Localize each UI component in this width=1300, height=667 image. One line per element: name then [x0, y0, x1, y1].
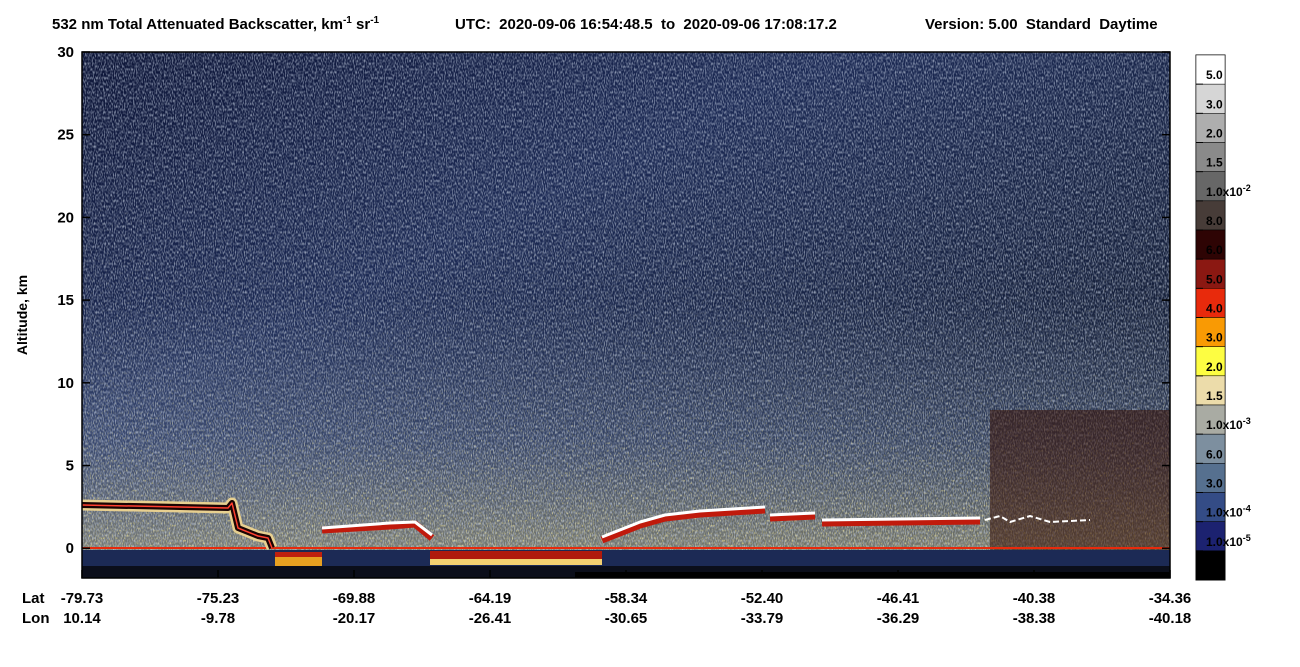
colorbar-label-base: 8.0 — [1206, 214, 1223, 228]
colorbar-swatch — [1195, 317, 1226, 347]
colorbar-label-sup: -2 — [1243, 183, 1251, 193]
colorbar-label-base: 1.0x10 — [1206, 506, 1243, 520]
lat-label: -46.41 — [877, 590, 920, 607]
lat-label: -52.40 — [741, 590, 784, 607]
subtitle: UTC: 2020-09-06 16:54:48.5 to 2020-09-06… — [455, 16, 837, 33]
chart-title: 532 nm Total Attenuated Backscatter, km-… — [52, 15, 380, 33]
colorbar-label-base: 2.0 — [1206, 127, 1223, 141]
lon-label: -9.78 — [201, 610, 235, 627]
colorbar-swatch — [1195, 375, 1226, 406]
colorbar-label: 2.0 — [1206, 360, 1223, 374]
colorbar-label: 8.0 — [1206, 214, 1223, 228]
colorbar-label: 1.5 — [1206, 156, 1223, 170]
colorbar-label: 6.0 — [1206, 447, 1223, 461]
colorbar-swatch — [1195, 492, 1226, 522]
colorbar-label-base: 1.0x10 — [1206, 418, 1243, 432]
colorbar-label-base: 1.5 — [1206, 389, 1223, 403]
lon-label: -20.17 — [333, 610, 376, 627]
y-tick-label: 25 — [57, 127, 74, 144]
colorbar-label-base: 1.0x10 — [1206, 185, 1243, 199]
colorbar-label: 3.0 — [1206, 97, 1223, 111]
colorbar-swatch — [1195, 258, 1226, 289]
curtain — [81, 52, 1170, 578]
lon-label: -36.29 — [877, 610, 920, 627]
colorbar-label-sup: -4 — [1243, 504, 1251, 514]
lon-label: 10.14 — [63, 610, 101, 627]
colorbar-label-base: 3.0 — [1206, 97, 1223, 111]
lon-label: -30.65 — [605, 610, 648, 627]
y-tick-label: 15 — [57, 292, 74, 309]
lat-label: -64.19 — [469, 590, 512, 607]
title-sup: -1 — [370, 15, 379, 26]
colorbar-label-base: 6.0 — [1206, 243, 1223, 257]
colorbar-label: 1.0x10-3 — [1206, 416, 1251, 432]
lon-label: -40.18 — [1149, 610, 1192, 627]
colorbar-label: 5.0 — [1206, 272, 1223, 286]
y-tick-label: 30 — [57, 44, 74, 61]
colorbar-label: 3.0 — [1206, 331, 1223, 345]
colorbar-label: 2.0 — [1206, 127, 1223, 141]
lat-label: -79.73 — [61, 590, 104, 607]
lat-label: -34.36 — [1149, 590, 1192, 607]
lon-label: -38.38 — [1013, 610, 1056, 627]
x-row-label: Lon — [22, 610, 50, 627]
colorbar-label-base: 2.0 — [1206, 360, 1223, 374]
colorbar-swatch — [1195, 54, 1226, 85]
colorbar-label-base: 5.0 — [1206, 68, 1223, 82]
colorbar-label-base: 3.0 — [1206, 331, 1223, 345]
colorbar-swatch — [1195, 521, 1226, 552]
colorbar-swatch — [1195, 288, 1226, 318]
colorbar-label-base: 5.0 — [1206, 272, 1223, 286]
colorbar-label: 1.5 — [1206, 389, 1223, 403]
colorbar-swatch — [1195, 171, 1226, 202]
colorbar-label-sup: -3 — [1243, 416, 1251, 426]
colorbar-swatch — [1195, 229, 1226, 260]
y-tick-label: 5 — [66, 458, 74, 475]
title-text: 532 nm Total Attenuated Backscatter, km — [52, 16, 343, 33]
colorbar-label-base: 1.5 — [1206, 156, 1223, 170]
colorbar-swatch — [1195, 200, 1226, 231]
x-row-label: Lat — [22, 590, 45, 607]
colorbar-label: 1.0x10-2 — [1206, 183, 1251, 199]
lon-label: -33.79 — [741, 610, 784, 627]
colorbar-label-sup: -5 — [1243, 533, 1251, 543]
colorbar-label-base: 6.0 — [1206, 447, 1223, 461]
lat-label: -58.34 — [605, 590, 648, 607]
lon-label: -26.41 — [469, 610, 512, 627]
colorbar-label-base: 1.0x10 — [1206, 535, 1243, 549]
colorbar-swatch — [1195, 433, 1226, 464]
colorbar-label: 4.0 — [1206, 302, 1223, 316]
y-tick-label: 10 — [57, 375, 74, 392]
title-sup: -1 — [343, 15, 352, 26]
y-tick-label: 20 — [57, 209, 74, 226]
colorbar-swatch — [1195, 550, 1226, 581]
colorbar-label: 5.0 — [1206, 68, 1223, 82]
version: Version: 5.00 Standard Daytime — [925, 16, 1158, 33]
colorbar-label-base: 4.0 — [1206, 302, 1223, 316]
y-axis-label: Altitude, km — [14, 275, 30, 355]
colorbar-label: 3.0 — [1206, 477, 1223, 491]
colorbar-swatch — [1195, 346, 1226, 377]
colorbar-swatch — [1195, 83, 1226, 114]
colorbar-label: 1.0x10-5 — [1206, 533, 1251, 549]
colorbar-swatch — [1195, 113, 1226, 143]
colorbar-label: 1.0x10-4 — [1206, 504, 1251, 520]
colorbar-label-base: 3.0 — [1206, 477, 1223, 491]
lat-label: -75.23 — [197, 590, 240, 607]
colorbar-label: 6.0 — [1206, 243, 1223, 257]
lat-label: -69.88 — [333, 590, 376, 607]
title-unit: sr — [352, 16, 371, 33]
y-tick-label: 0 — [66, 540, 74, 557]
lat-label: -40.38 — [1013, 590, 1056, 607]
